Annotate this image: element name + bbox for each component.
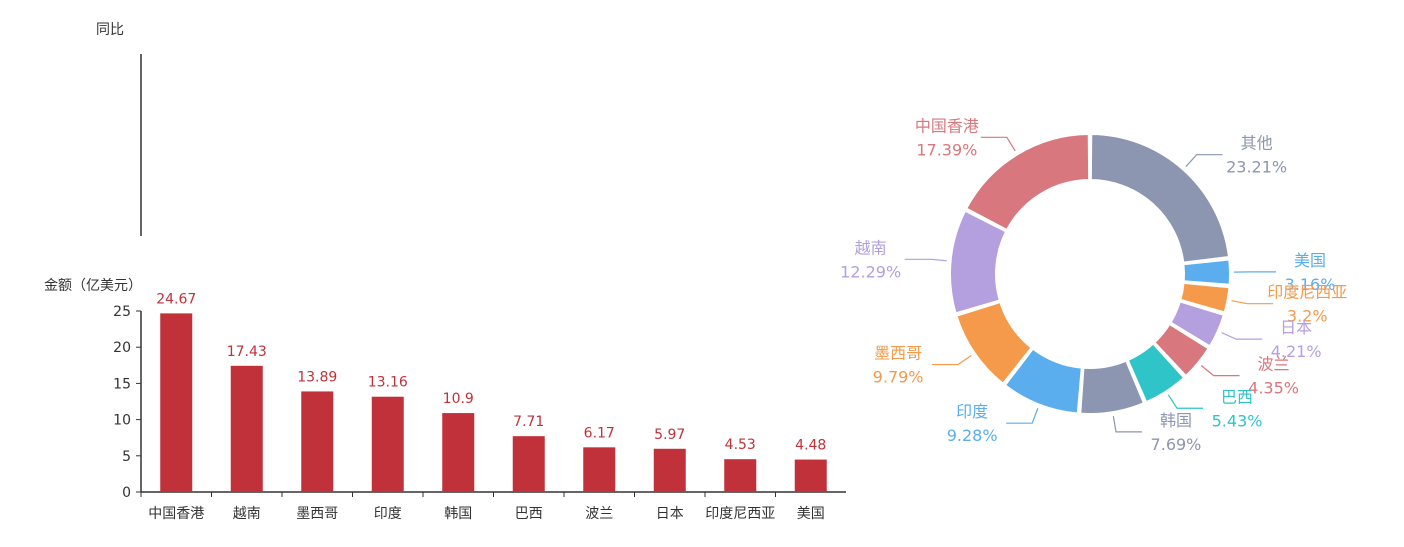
donut-slice-name: 其他 (1241, 134, 1273, 153)
donut-slice (1126, 342, 1186, 404)
donut-slice-name: 越南 (855, 238, 887, 257)
bar-value-label: 13.16 (368, 375, 408, 391)
bar-category-label: 墨西哥 (296, 506, 338, 522)
donut-leader-line (932, 355, 972, 366)
donut-slice-percent: 3.16% (1285, 275, 1336, 294)
bar-category-label: 印度尼西亚 (705, 506, 775, 522)
donut-slice (949, 209, 1008, 315)
donut-slice (1079, 359, 1146, 415)
donut-slice-percent: 17.39% (916, 140, 977, 159)
donut-slice-name: 波兰 (1258, 355, 1290, 374)
bar-y-tick-label: 0 (122, 485, 131, 501)
donut-leader-line (1200, 365, 1240, 377)
bar (160, 313, 193, 492)
bar-value-label: 24.67 (156, 291, 196, 307)
bar-category-label: 美国 (797, 506, 825, 522)
bar-value-label: 13.89 (297, 369, 337, 385)
donut-leader-line (1006, 408, 1039, 424)
bar-category-label: 中国香港 (148, 506, 204, 522)
donut-slice-percent: 4.21% (1271, 342, 1322, 361)
donut-slice-name: 中国香港 (915, 116, 979, 135)
bar-category-label: 日本 (656, 506, 684, 522)
donut-slice-name: 巴西 (1221, 387, 1253, 406)
donut-slice (1152, 322, 1210, 378)
donut-leader-line (1231, 300, 1274, 305)
bar-category-label: 巴西 (515, 506, 543, 522)
bar-category-label: 越南 (233, 506, 261, 522)
bar (653, 448, 686, 492)
bar (724, 459, 757, 492)
bar-series: 24.67 中国香港 17.43 越南 13.89 墨西哥 13.16 印度 10.9 韩国 7.7… (148, 291, 827, 522)
donut-leader-line (980, 136, 1016, 152)
bar-category-label: 波兰 (585, 506, 613, 522)
bar-value-label: 17.43 (227, 344, 267, 360)
yoy-axis-label: 同比 (96, 22, 124, 38)
donut-slice-name: 印度 (956, 402, 988, 421)
donut-leader-line (1167, 394, 1204, 409)
donut-slice-percent: 7.69% (1151, 435, 1202, 454)
bar-value-label: 6.17 (584, 425, 615, 441)
bar-y-tick-label: 10 (113, 413, 131, 429)
donut-slice-percent: 9.28% (947, 426, 998, 445)
bar-category-label: 韩国 (444, 506, 472, 522)
donut-leader-line (1221, 332, 1263, 340)
donut-slice (955, 300, 1033, 386)
donut-slice (1182, 258, 1231, 286)
donut-slice-name: 美国 (1294, 251, 1326, 270)
bar-category-label: 印度 (374, 506, 402, 522)
bar-value-label: 4.48 (795, 438, 826, 454)
bar-y-axis-label: 金额（亿美元） (44, 278, 142, 294)
bar-value-label: 7.71 (513, 414, 544, 430)
donut-slice-percent: 12.29% (840, 262, 901, 281)
bar (512, 436, 545, 492)
donut-slice (1089, 132, 1231, 264)
donut-slice-percent: 23.21% (1226, 158, 1287, 177)
donut-slice-name: 日本 (1280, 318, 1312, 337)
donut-slice-percent: 4.35% (1248, 379, 1299, 398)
bar-panel: 金额（亿美元） 0 5 10 15 20 25 24.67 中国香港 17.43 越南 13.89… (44, 278, 846, 522)
bar (301, 391, 334, 492)
donut-slice-percent: 3.2% (1287, 307, 1328, 326)
bar-y-tick-label: 5 (122, 449, 131, 465)
donut-slice-name: 韩国 (1160, 411, 1192, 430)
donut-slice (1003, 347, 1083, 415)
donut-slice (1169, 300, 1226, 348)
donut-leader-line (1112, 415, 1142, 433)
bar (230, 365, 263, 492)
bar-value-label: 5.97 (654, 427, 685, 443)
donut-slice-name: 墨西哥 (874, 344, 922, 363)
bar (794, 459, 827, 492)
donut-slice-percent: 5.43% (1212, 411, 1263, 430)
bar-value-label: 4.53 (725, 437, 756, 453)
donut-slice (964, 132, 1091, 232)
donut-panel: 其他 23.21% 美国 3.16%印度尼西亚 3.2%日本 4.21%波兰 4.35%巴西… (840, 116, 1347, 454)
donut-slice-percent: 9.79% (873, 368, 924, 387)
bar-y-tick-label: 15 (113, 376, 131, 392)
bar-value-label: 10.9 (443, 391, 474, 407)
bar-y-tick-label: 20 (113, 340, 131, 356)
bar (442, 413, 475, 492)
donut-leader-line (1185, 154, 1223, 168)
yoy-panel: 同比 (96, 22, 142, 236)
bar-y-tick-label: 25 (113, 304, 131, 320)
donut-slice-name: 印度尼西亚 (1267, 283, 1347, 302)
bar (371, 396, 404, 492)
bar (583, 447, 616, 492)
donut-leader-line (904, 258, 947, 262)
donut-slice (1179, 281, 1231, 314)
